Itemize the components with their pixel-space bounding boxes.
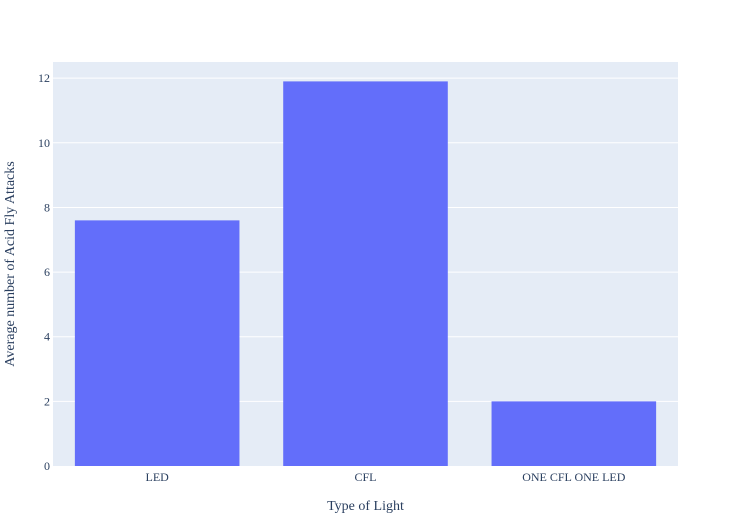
x-axis-title: Type of Light <box>327 499 404 514</box>
y-tick-labels: 0 2 4 6 8 10 12 <box>38 71 50 473</box>
x-tick-label: LED <box>146 470 170 484</box>
y-tick-label: 12 <box>38 71 50 85</box>
y-tick-label: 6 <box>44 265 50 279</box>
x-tick-label: CFL <box>354 470 376 484</box>
bars <box>74 81 657 466</box>
bar <box>283 81 448 466</box>
y-tick-label: 10 <box>38 136 50 150</box>
x-tick-label: ONE CFL ONE LED <box>522 470 626 484</box>
y-tick-label: 0 <box>44 459 50 473</box>
x-tick-labels: LED CFL ONE CFL ONE LED <box>146 470 626 484</box>
y-tick-label: 4 <box>44 330 50 344</box>
y-tick-label: 8 <box>44 200 50 214</box>
bar <box>74 220 240 466</box>
y-axis-title: Average number of Acid Fly Attacks <box>3 161 18 366</box>
bar <box>491 401 657 466</box>
y-tick-label: 2 <box>44 394 50 408</box>
